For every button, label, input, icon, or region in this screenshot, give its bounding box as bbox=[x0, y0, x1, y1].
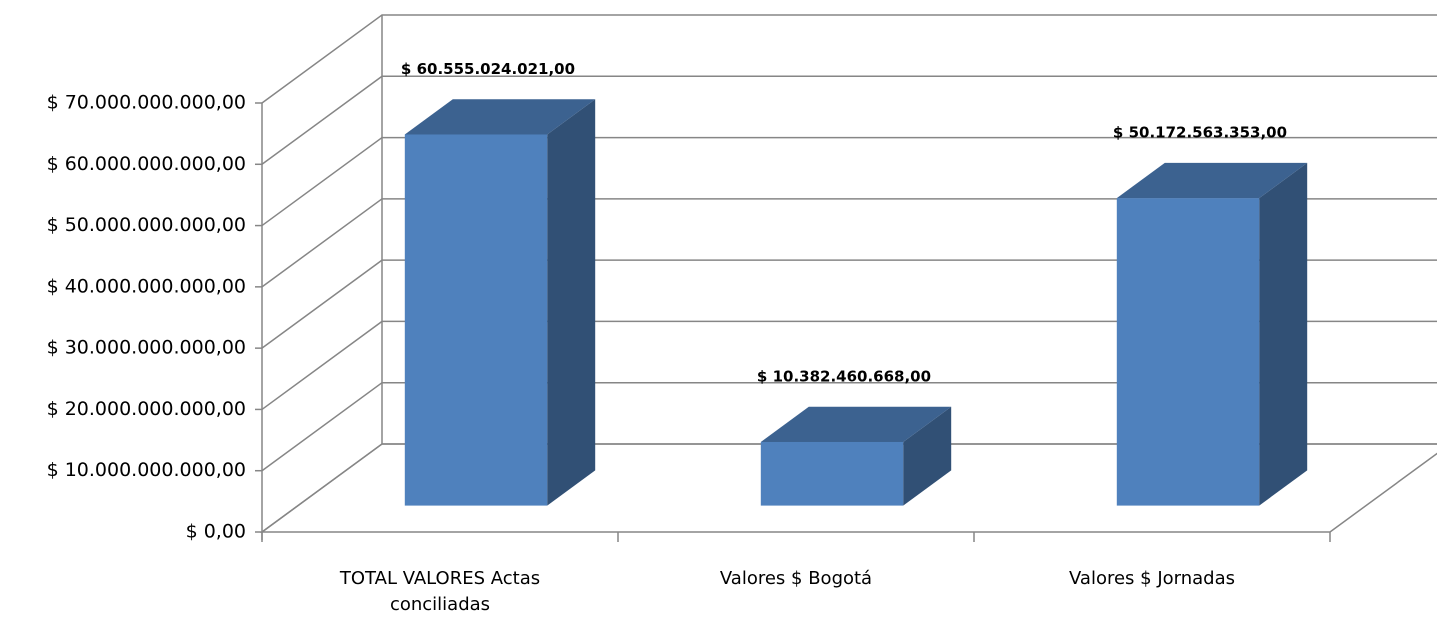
data-label: $ 10.382.460.668,00 bbox=[757, 367, 931, 385]
y-tick-label: $ 20.000.000.000,00 bbox=[47, 398, 246, 420]
grid-line bbox=[261, 443, 1437, 533]
y-tick-label: $ 0,00 bbox=[186, 521, 246, 543]
bar-front bbox=[760, 441, 904, 506]
data-label: $ 50.172.563.353,00 bbox=[1113, 123, 1287, 141]
bar bbox=[404, 99, 596, 506]
bar-side bbox=[1259, 162, 1308, 506]
y-tick-label: $ 40.000.000.000,00 bbox=[47, 275, 246, 297]
x-tick-label: Valores $ Bogotá bbox=[719, 568, 873, 589]
bar-front bbox=[1116, 198, 1260, 506]
grid-line bbox=[261, 14, 1437, 104]
data-label: $ 60.555.024.021,00 bbox=[401, 60, 575, 78]
bar-side bbox=[903, 406, 952, 506]
bar-side bbox=[547, 99, 596, 506]
grid-line bbox=[261, 198, 1437, 288]
y-tick-label: $ 10.000.000.000,00 bbox=[47, 459, 246, 481]
bar bbox=[1116, 162, 1308, 506]
grid-line bbox=[261, 75, 1437, 165]
bar-top bbox=[404, 99, 596, 135]
y-tick-label: $ 60.000.000.000,00 bbox=[47, 153, 246, 175]
bar bbox=[760, 406, 952, 506]
grid-line bbox=[261, 259, 1437, 349]
grid-line bbox=[261, 136, 1437, 227]
bar-top bbox=[1116, 162, 1308, 199]
bar-top bbox=[760, 406, 952, 442]
grid-line bbox=[261, 381, 1437, 472]
x-tick-label: TOTAL VALORES Actas conciliadas bbox=[339, 568, 541, 615]
y-tick-label: $ 30.000.000.000,00 bbox=[47, 337, 246, 359]
x-tick-label: Valores $ Jornadas bbox=[1069, 568, 1235, 589]
y-tick-label: $ 70.000.000.000,00 bbox=[47, 92, 246, 114]
grid-line bbox=[261, 320, 1437, 411]
y-tick-label: $ 50.000.000.000,00 bbox=[47, 214, 246, 236]
bar-front bbox=[404, 134, 548, 506]
